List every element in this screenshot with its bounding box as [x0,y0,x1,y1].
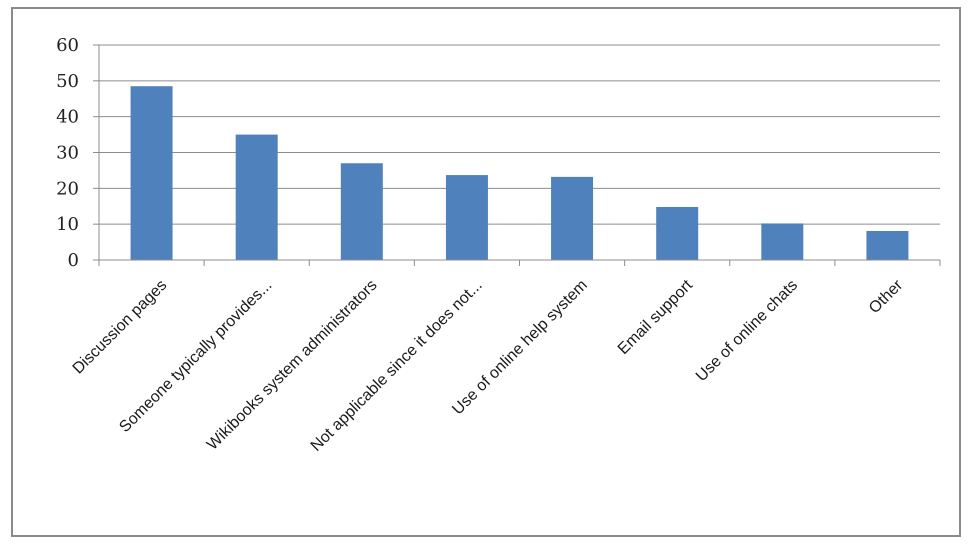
y-tick-label: 50 [56,71,79,92]
axes [98,45,941,266]
x-category-label: Wikibooks system administrators [204,277,381,454]
y-tick-label: 0 [68,250,79,271]
x-category-label: Other [866,276,907,317]
x-category-label: Use of online chats [693,277,801,385]
y-tick-label: 10 [56,214,79,235]
bar-5 [551,176,594,260]
x-category-label: Not applicable since it does not... [308,277,486,455]
y-tick-label: 20 [56,178,79,199]
bar-2 [235,134,278,260]
bar-1 [130,86,173,260]
x-category-label: Discussion pages [70,277,171,378]
y-tick-label: 60 [56,35,79,56]
x-category-label: Email support [615,276,697,358]
bar-8 [866,230,909,260]
bars [130,86,909,260]
grid-lines [99,44,940,225]
y-tick-label: 30 [56,143,79,164]
y-axis-ticks: 0 10 20 30 40 50 60 [56,35,99,271]
bar-7 [761,223,804,260]
y-tick-label: 40 [56,107,79,128]
bar-4 [445,175,488,260]
bar-6 [656,206,699,260]
bar-3 [340,163,383,260]
